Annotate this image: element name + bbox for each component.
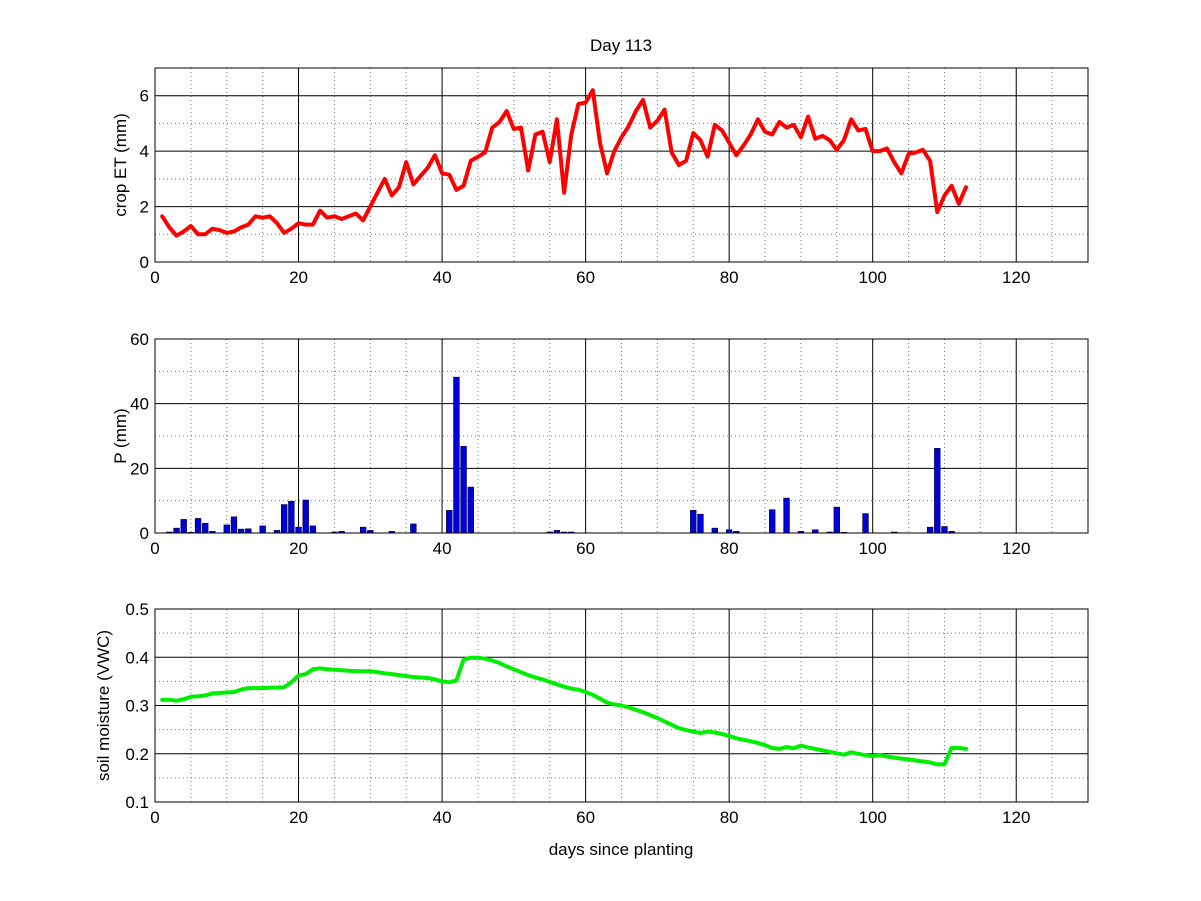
precip-bar <box>281 504 288 534</box>
soil-y-tick-label: 0.2 <box>125 745 149 764</box>
precip-x-tick-label: 80 <box>720 539 739 558</box>
et-x-tick-label: 120 <box>1002 268 1030 287</box>
et-axes-frame <box>154 67 1089 263</box>
precip-bar <box>833 506 840 534</box>
precip-bar <box>711 527 718 534</box>
precip-bar <box>697 513 704 534</box>
precip-y-tick-label: 0 <box>140 524 149 543</box>
precip-bar <box>460 446 467 534</box>
precip-bar <box>941 526 948 534</box>
et-x-tick-label: 40 <box>433 268 452 287</box>
precip-y-tick-label: 20 <box>130 459 149 478</box>
soil-axes-frame <box>154 608 1089 803</box>
et-x-tick-label: 60 <box>576 268 595 287</box>
soil-y-tick-label: 0.1 <box>125 793 149 812</box>
soil-x-tick-label: 120 <box>1002 808 1030 827</box>
et-y-axis-label: crop ET (mm) <box>111 113 130 217</box>
et-y-tick-label: 6 <box>140 87 149 106</box>
soil-y-axis-label: soil moisture (VWC) <box>94 630 113 781</box>
soil-x-tick-label: 20 <box>289 808 308 827</box>
x-axis-label: days since planting <box>549 840 694 859</box>
soil-series-line <box>160 655 968 767</box>
et-series-line <box>160 88 968 238</box>
soil-y-tick-label: 0.5 <box>125 600 149 619</box>
precip-bar <box>453 376 460 534</box>
soil-moisture-panel: 0 20 40 60 80 100 120 0.1 0.2 0.3 0.4 0.5 soil moist… <box>94 600 1089 827</box>
precip-bar <box>359 526 367 534</box>
et-x-tick-label: 0 <box>150 268 159 287</box>
precip-bar <box>223 524 230 534</box>
precip-y-axis-label: P (mm) <box>111 408 130 463</box>
precip-bar <box>926 526 934 534</box>
precip-bar <box>194 518 202 534</box>
precip-x-tick-label: 0 <box>150 539 159 558</box>
et-y-tick-label: 0 <box>140 253 149 272</box>
soil-x-tick-label: 60 <box>576 808 595 827</box>
precip-bar <box>769 509 776 534</box>
precip-x-tick-label: 20 <box>289 539 308 558</box>
precip-bar <box>309 525 317 534</box>
precip-bar <box>295 526 302 534</box>
precip-bar <box>783 497 790 534</box>
precip-y-tick-label: 40 <box>130 395 149 414</box>
precip-bar <box>410 523 417 534</box>
precip-bar <box>690 510 697 534</box>
precipitation-panel: 0 20 40 60 80 100 120 0 20 40 60 P (mm) <box>111 330 1089 558</box>
et-y-tick-label: 2 <box>140 198 149 217</box>
precip-x-tick-label: 100 <box>859 539 887 558</box>
precip-bar <box>202 522 209 534</box>
precip-x-tick-label: 60 <box>576 539 595 558</box>
precip-x-tick-label: 40 <box>433 539 452 558</box>
precip-bar <box>862 513 869 534</box>
soil-x-tick-label: 80 <box>720 808 739 827</box>
figure-title: Day 113 <box>590 36 652 55</box>
precip-x-tick-label: 120 <box>1002 539 1030 558</box>
et-x-tick-label: 20 <box>289 268 308 287</box>
precip-bar <box>259 525 266 534</box>
precip-bar <box>288 501 295 534</box>
et-x-tick-label: 80 <box>720 268 739 287</box>
precip-bar <box>446 510 453 534</box>
precip-bar <box>245 528 252 534</box>
precip-bar <box>467 486 474 534</box>
precip-bar <box>934 447 941 534</box>
precip-bar <box>173 527 180 534</box>
soil-x-tick-label: 40 <box>433 808 452 827</box>
soil-y-tick-label: 0.3 <box>125 697 149 716</box>
precip-bar <box>230 516 238 534</box>
precip-y-tick-label: 60 <box>130 330 149 349</box>
precip-axes-frame <box>154 338 1089 534</box>
crop-et-panel: 0 20 40 60 80 100 120 0 2 4 6 crop ET (mm) <box>111 67 1089 287</box>
precip-bar <box>302 499 309 534</box>
soil-y-tick-label: 0.4 <box>125 648 149 667</box>
et-y-tick-label: 4 <box>140 142 149 161</box>
precip-bar <box>180 519 187 534</box>
soil-x-tick-label: 0 <box>150 808 159 827</box>
et-x-tick-label: 100 <box>859 268 887 287</box>
soil-x-tick-label: 100 <box>859 808 887 827</box>
precip-bar <box>237 528 245 534</box>
